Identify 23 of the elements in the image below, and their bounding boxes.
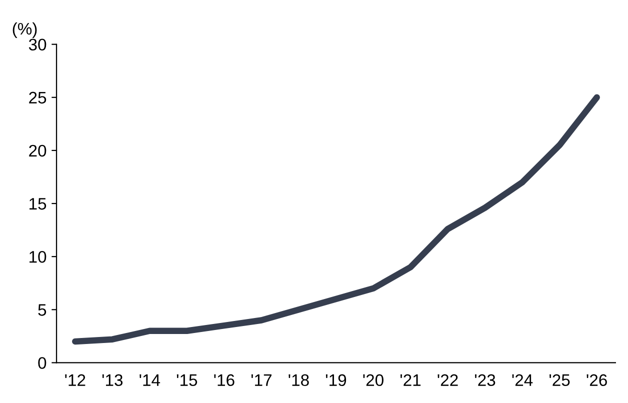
x-tick-label: '12 [65, 374, 86, 386]
x-tick-label: '26 [586, 374, 607, 386]
y-tick-label: 25 [29, 92, 46, 104]
x-tick-label: '14 [140, 374, 160, 386]
x-tick-label: '24 [512, 374, 533, 386]
y-tick-label: 0 [38, 357, 46, 369]
x-tick-label: '21 [400, 374, 421, 386]
x-tick-label: '15 [176, 374, 198, 386]
y-tick-label: 20 [29, 144, 46, 157]
x-tick-label: '22 [438, 374, 458, 386]
x-tick-label: '23 [475, 374, 496, 386]
x-tick-label: '25 [550, 374, 570, 386]
x-tick-label: '20 [363, 374, 384, 386]
x-tick-label: '18 [288, 374, 309, 386]
x-tick-label: '19 [326, 374, 346, 386]
y-tick-label: 15 [30, 198, 46, 210]
y-tick-label: 10 [30, 250, 46, 263]
x-tick-label: '16 [214, 374, 234, 386]
y-axis-title: (%) [12, 22, 37, 38]
y-tick-label: 30 [28, 38, 46, 51]
x-tick-label: '17 [251, 374, 272, 386]
x-tick-label: '13 [102, 374, 123, 386]
y-tick-label: 5 [38, 304, 46, 316]
